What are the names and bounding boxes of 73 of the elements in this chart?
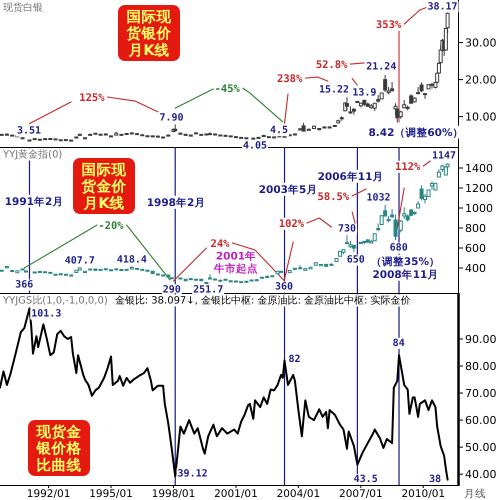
annotation: 4.5 — [270, 125, 288, 136]
y-tick-label: 1000 — [465, 202, 493, 215]
chart-title: YYJ黄金指(0) — [2, 148, 62, 160]
annotation: 84 — [392, 338, 405, 349]
chart-title: 现货白银 — [3, 2, 43, 14]
annotation: 1991年2月 — [4, 194, 64, 208]
annotation: 1032 — [366, 192, 391, 204]
annotation: 1147 — [432, 150, 456, 162]
x-tick-label: 2010/01 — [401, 488, 446, 500]
y-tick-label: 1400 — [465, 162, 493, 175]
annotation: 251.7 — [193, 284, 224, 296]
annotation: 407.7 — [64, 256, 95, 267]
series-label: 125% — [79, 92, 106, 104]
y-tick-label: 50.00 — [465, 441, 496, 454]
y-tick-label: 70.00 — [465, 387, 496, 400]
annotation: 82 — [288, 354, 301, 366]
y-tick-label: 1200 — [465, 182, 493, 195]
x-tick-label: 1998/01 — [152, 488, 196, 500]
annotation: 2006年11月 — [318, 170, 384, 183]
y-tick-label: 20.00 — [465, 74, 496, 87]
y-tick-label: 30.00 — [465, 36, 496, 50]
series-label: 353% — [376, 18, 402, 31]
annotation: 13.9 — [352, 87, 376, 98]
annotation: 43.5 — [354, 474, 378, 485]
x-tick-label: 1995/01 — [89, 488, 133, 500]
x-tick-label: 2001/01 — [214, 488, 258, 500]
series-label: 58.5% — [318, 190, 350, 203]
series-label: 238% — [277, 72, 303, 85]
annotation: 39.12 — [178, 468, 208, 480]
annotation: 8.42（调整60%） — [368, 126, 464, 139]
annotation: 680 — [390, 242, 408, 254]
series-label: 52.8% — [316, 58, 348, 71]
series-label: 112% — [395, 160, 421, 173]
annotation: 730 — [338, 224, 356, 235]
annotation: 15.22 — [318, 84, 350, 96]
chart-title: YYJGS比(1,0,-1,0,0,0) — [2, 294, 108, 306]
chart-subtitle: 金银比: 38.097↓, 金银比中枢: 金原油比: 金原油比中枢: 实际金价 — [114, 294, 411, 306]
annotation: 38.17 — [427, 2, 458, 12]
annotation: 2003年5月 — [258, 182, 318, 196]
annotation: 418.4 — [116, 254, 147, 266]
series-label: -45% — [214, 82, 241, 95]
annotation: 38 — [429, 474, 442, 485]
annotation: 366 — [15, 280, 34, 291]
annotation: （调整35%） — [370, 254, 440, 268]
y-tick-label: 90.00 — [465, 332, 496, 346]
annotation: 2001年牛市起点 — [213, 250, 258, 275]
y-tick-label: 40.00 — [465, 468, 496, 482]
annotation: 21.24 — [366, 62, 396, 72]
x-tick-label: 2007/01 — [339, 488, 383, 500]
annotation: 650 — [346, 254, 365, 266]
y-tick-label: 10.00 — [465, 110, 496, 124]
y-tick-label: 600 — [465, 242, 486, 255]
y-tick-label: 400 — [465, 262, 486, 275]
annotation: 国际现货金价月K线 — [80, 162, 128, 212]
series-label: 24% — [210, 238, 230, 250]
x-axis-title: 月线 — [464, 487, 486, 500]
annotation: 2008年11月 — [372, 268, 438, 281]
annotation: 360 — [274, 282, 294, 293]
annotation: 现货金银价格比曲线 — [36, 423, 82, 474]
annotation: 3.51 — [16, 126, 42, 137]
annotation: 国际现货银价月K线 — [126, 9, 172, 60]
annotation: 290 — [162, 284, 181, 296]
y-tick-label: 80.00 — [465, 360, 496, 373]
x-tick-label: 2004/01 — [276, 488, 320, 500]
series-label: 102% — [278, 218, 305, 230]
annotation: 101.3 — [31, 308, 62, 320]
annotation: 7.90 — [159, 112, 184, 124]
y-tick-label: 800 — [465, 222, 486, 235]
series-label: -20% — [98, 220, 124, 232]
annotation: 1998年2月 — [146, 196, 206, 209]
annotation: 4.05 — [242, 140, 268, 152]
y-tick-label: 60.00 — [465, 414, 496, 428]
x-tick-label: 1992/01 — [26, 488, 70, 500]
